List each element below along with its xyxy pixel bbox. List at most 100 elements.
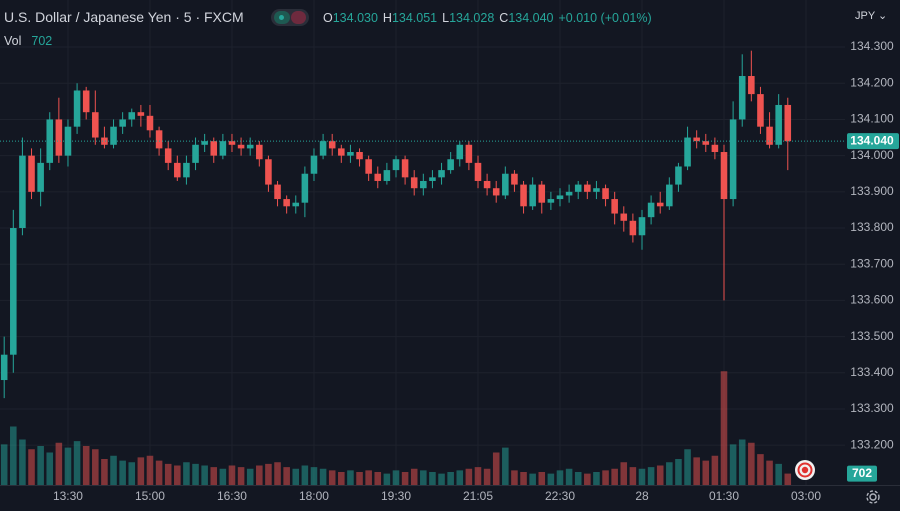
volume-bar xyxy=(73,441,81,485)
volume-bar xyxy=(720,371,728,485)
y-tick-label: 134.100 xyxy=(850,112,894,126)
candle-body xyxy=(137,112,145,116)
ohlc-value: 134.040 xyxy=(508,11,554,25)
candle-body xyxy=(0,354,8,381)
candle-body xyxy=(693,137,700,142)
candle-body xyxy=(383,170,391,181)
volume-bar xyxy=(237,467,245,485)
x-tick-label: 03:00 xyxy=(791,489,821,503)
volume-bar xyxy=(538,472,546,485)
volume-bar xyxy=(10,426,17,485)
settings-icon[interactable] xyxy=(866,490,880,504)
volume-bar xyxy=(356,472,363,485)
volume-bar xyxy=(675,459,682,485)
y-tick-label: 133.900 xyxy=(850,184,894,198)
volume-bar xyxy=(137,457,145,485)
candle-body xyxy=(64,126,72,156)
volume-bar xyxy=(292,468,300,485)
volume-bar xyxy=(274,462,281,485)
currency: JPY xyxy=(855,10,875,22)
volume-bar xyxy=(256,465,263,485)
volume-bar xyxy=(666,462,673,485)
volume-bar xyxy=(319,468,327,485)
volume-bar xyxy=(729,444,737,485)
volume-bar xyxy=(37,446,44,485)
candle-body xyxy=(729,119,737,200)
volume-bar xyxy=(420,470,427,485)
candle-body xyxy=(19,155,26,229)
candle-body xyxy=(110,126,117,145)
y-tick-label: 133.700 xyxy=(850,256,894,270)
candle-body xyxy=(483,180,491,189)
candle-body xyxy=(201,141,208,145)
volume-bar xyxy=(219,468,227,485)
candle-body xyxy=(101,137,108,145)
volume-bar xyxy=(365,470,372,485)
volume-bar xyxy=(784,473,792,485)
x-tick-label: 13:30 xyxy=(53,489,83,503)
visibility-toggle[interactable] xyxy=(271,9,309,26)
volume-bar xyxy=(228,465,236,485)
volume-bar xyxy=(110,455,117,485)
volume-bar xyxy=(684,449,691,485)
y-tick-label: 133.400 xyxy=(850,365,894,379)
candle-body xyxy=(392,159,400,171)
volume-bar xyxy=(474,467,482,485)
candle-body xyxy=(374,173,382,181)
y-tick-label: 133.200 xyxy=(850,437,894,451)
volume-tag: 702 xyxy=(852,466,872,480)
candle-body xyxy=(602,188,609,200)
candle-body xyxy=(274,184,281,200)
volume-bar xyxy=(638,468,646,485)
volume-bar xyxy=(502,447,509,485)
candle-body xyxy=(210,141,218,156)
candle-body xyxy=(757,94,764,127)
volume-bar xyxy=(64,447,72,485)
volume-bar xyxy=(593,472,600,485)
volume-bar xyxy=(374,472,382,485)
volume-bar xyxy=(520,472,527,485)
candle-body xyxy=(73,90,81,127)
currency-selector[interactable]: JPY ⌄ xyxy=(855,10,888,22)
y-tick-label: 133.500 xyxy=(850,329,894,343)
volume-bar xyxy=(647,467,655,485)
ohlc-value: 134.051 xyxy=(391,11,438,25)
last-price-tag: 134.040 xyxy=(850,133,894,147)
candle-body xyxy=(28,155,35,192)
candle-body xyxy=(547,199,555,203)
candle-body xyxy=(228,141,236,145)
volume-bar xyxy=(347,470,354,485)
candle-body xyxy=(638,217,646,236)
candle-body xyxy=(283,199,290,207)
y-tick-label: 133.800 xyxy=(850,220,894,234)
candle-body xyxy=(456,144,464,160)
candle-body xyxy=(492,188,500,196)
x-tick-label: 01:30 xyxy=(709,489,739,503)
candle-body xyxy=(556,195,564,200)
volume-bar xyxy=(128,462,136,485)
ohlc-key: L xyxy=(442,11,450,25)
candle-body xyxy=(10,228,17,355)
volume-bar xyxy=(775,463,782,485)
candle-body xyxy=(429,177,436,181)
candle-body xyxy=(420,180,427,189)
volume-bar xyxy=(611,468,618,485)
candle-body xyxy=(119,119,126,127)
volume-bar xyxy=(192,463,199,485)
volume-bar xyxy=(511,470,518,485)
x-tick-label: 16:30 xyxy=(217,489,247,503)
record-button[interactable] xyxy=(795,460,815,480)
volume-bar xyxy=(119,460,126,485)
candle-body xyxy=(183,162,190,178)
x-tick-label: 15:00 xyxy=(135,489,165,503)
candle-body xyxy=(748,76,755,95)
candle-body xyxy=(511,173,518,185)
candle-body xyxy=(82,90,90,113)
volume-legend: Vol 702 xyxy=(4,34,52,48)
candle-body xyxy=(438,170,445,178)
candle-body xyxy=(684,137,691,167)
candle-body xyxy=(356,152,363,160)
volume-bar xyxy=(310,467,318,485)
volume-bar xyxy=(629,467,637,485)
